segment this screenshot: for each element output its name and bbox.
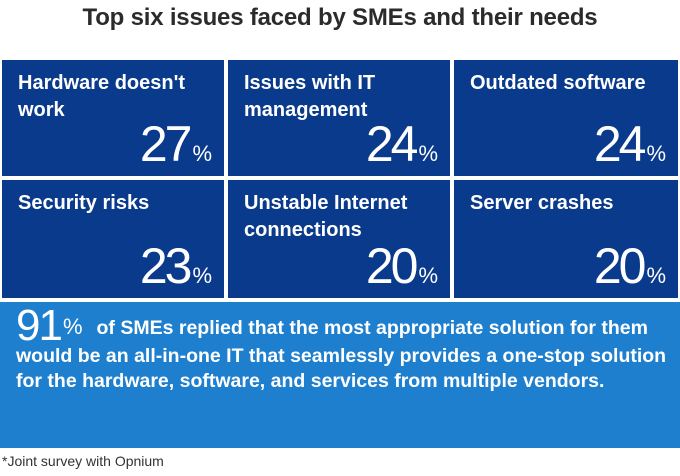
issue-cell: Hardware doesn't work 27%	[2, 60, 224, 176]
highlight-banner: 91% of SMEs replied that the most appropr…	[0, 302, 680, 448]
issue-percent-number: 24	[593, 116, 647, 172]
highlight-statement: of SMEs replied that the most appropriat…	[16, 317, 667, 392]
issue-value: 20%	[594, 236, 666, 296]
highlight-percent-sign: %	[62, 314, 83, 339]
issue-percent-sign: %	[418, 263, 438, 288]
issue-cell: Issues with IT management 24%	[228, 60, 450, 176]
issue-label: Hardware doesn't work	[18, 72, 186, 121]
issue-percent-number: 23	[139, 238, 193, 294]
issue-cell: Security risks 23%	[2, 180, 224, 298]
highlight-text-block: 91% of SMEs replied that the most appropr…	[16, 304, 668, 394]
issue-cell: Outdated software 24%	[454, 60, 678, 176]
issue-label: Issues with IT management	[244, 72, 376, 121]
issue-label: Security risks	[18, 192, 150, 214]
issue-percent-number: 20	[593, 238, 647, 294]
issue-cell: Unstable Internet connections 20%	[228, 180, 450, 298]
issue-percent-sign: %	[646, 141, 666, 166]
issue-cell: Server crashes 20%	[454, 180, 678, 298]
issue-percent-number: 27	[139, 116, 193, 172]
issue-value: 27%	[140, 114, 212, 174]
issue-value: 20%	[366, 236, 438, 296]
issues-grid: Hardware doesn't work 27% Issues with IT…	[0, 60, 680, 300]
issue-percent-sign: %	[418, 141, 438, 166]
issue-percent-number: 20	[365, 238, 419, 294]
issue-value: 24%	[594, 114, 666, 174]
issue-percent-sign: %	[192, 263, 212, 288]
footnote: *Joint survey with Opnium	[2, 453, 164, 469]
issue-label: Unstable Internet connections	[244, 192, 408, 241]
issue-label: Outdated software	[470, 72, 646, 94]
highlight-percent-number: 91	[16, 301, 63, 350]
issue-label: Server crashes	[470, 192, 614, 214]
issue-percent-sign: %	[192, 141, 212, 166]
issue-percent-number: 24	[365, 116, 419, 172]
chart-title: Top six issues faced by SMEs and their n…	[82, 4, 598, 31]
issue-value: 24%	[366, 114, 438, 174]
issue-percent-sign: %	[646, 263, 666, 288]
issue-value: 23%	[140, 236, 212, 296]
